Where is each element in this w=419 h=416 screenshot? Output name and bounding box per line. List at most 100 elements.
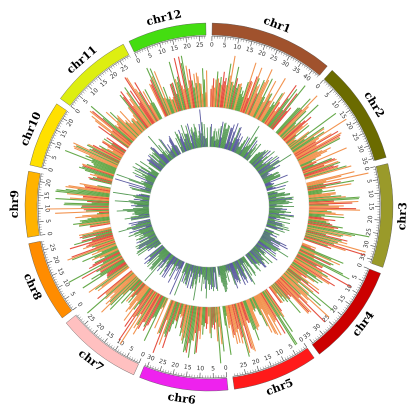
outer-bar [138, 287, 152, 305]
inner-bar [147, 241, 161, 252]
outer-bar [227, 81, 234, 109]
outer-bar [129, 122, 141, 135]
outer-bar [279, 277, 326, 323]
inner-bar [250, 249, 265, 264]
inner-bar [217, 266, 221, 276]
outer-bar [93, 165, 116, 174]
inner-bar [268, 213, 294, 218]
tick-label-chr3: 35 [359, 252, 368, 262]
outer-bar [295, 256, 323, 273]
inner-bar [116, 209, 150, 212]
outer-bar [131, 118, 144, 133]
minor-tick [306, 67, 308, 70]
outer-bar [68, 253, 122, 283]
major-tick [250, 41, 253, 47]
minor-tick [82, 91, 85, 94]
minor-tick [374, 240, 377, 242]
outer-bar [232, 83, 240, 110]
outer-bar [136, 286, 149, 302]
inner-bar [198, 266, 202, 278]
outer-bar [308, 217, 336, 222]
tick-label-chr12: 20 [183, 42, 192, 50]
outer-bar [137, 293, 160, 329]
inner-bar [164, 256, 176, 272]
outer-bar [284, 125, 303, 143]
outer-bar [203, 79, 206, 108]
outer-bar [273, 282, 287, 299]
outer-bar [86, 144, 121, 163]
outer-bar [275, 281, 289, 296]
major-tick [39, 181, 45, 183]
outer-bar [256, 294, 269, 315]
inner-bar [171, 256, 177, 265]
outer-histogram-track [46, 55, 370, 364]
outer-bar [289, 266, 302, 276]
minor-tick [361, 277, 365, 279]
outer-bar [82, 197, 110, 201]
tick-label-chr5: 5 [287, 343, 294, 351]
outer-bar [280, 122, 297, 138]
inner-bar [175, 145, 182, 155]
inner-bar [140, 188, 152, 193]
outer-bar [283, 120, 306, 141]
major-tick [88, 85, 93, 90]
outer-bar [300, 147, 347, 169]
outer-bar [267, 98, 289, 127]
outer-bar [245, 86, 259, 115]
tick-label-chr3: 10 [367, 190, 375, 198]
inner-bar [268, 212, 294, 217]
outer-bar [308, 198, 359, 202]
outer-bar [287, 139, 295, 146]
outer-bar [64, 202, 110, 205]
outer-bar [295, 132, 342, 159]
outer-bar [260, 106, 271, 122]
outer-bar [114, 124, 134, 142]
tick-label-chr10: 10 [54, 141, 63, 151]
outer-bar [87, 216, 110, 220]
minor-tick [250, 370, 251, 373]
outer-bar [118, 289, 154, 341]
outer-bar [139, 102, 155, 124]
minor-tick [44, 254, 48, 256]
outer-bar [181, 85, 188, 110]
outer-bar [294, 133, 332, 157]
outer-bar [116, 120, 137, 139]
outer-bar [81, 232, 113, 242]
outer-bar [261, 291, 297, 346]
outer-bar [301, 161, 317, 169]
outer-bar [277, 279, 310, 313]
inner-bar [140, 200, 150, 203]
inner-bar [134, 211, 150, 214]
tick-label-chr2: 20 [344, 121, 354, 131]
inner-bar [132, 171, 155, 183]
major-tick [352, 121, 358, 125]
minor-tick [292, 58, 295, 61]
outer-bar [281, 124, 296, 139]
inner-bar [243, 140, 258, 159]
outer-bar [106, 137, 127, 152]
outer-bar [252, 296, 268, 327]
inner-bar [162, 153, 170, 163]
minor-tick [359, 282, 363, 284]
outer-bar [174, 303, 183, 329]
outer-bar [191, 306, 197, 341]
outer-bar [126, 77, 156, 123]
inner-histogram-track [112, 109, 295, 301]
tick-label-chr5: 10 [275, 348, 285, 358]
outer-bar [77, 189, 110, 195]
major-tick [56, 129, 61, 133]
minor-tick [267, 364, 269, 368]
inner-bar [162, 151, 171, 162]
outer-bar [149, 104, 160, 121]
minor-tick [106, 69, 109, 73]
minor-tick [260, 367, 262, 370]
inner-bar [242, 136, 257, 158]
tick-label-chr8: 0 [76, 301, 84, 308]
outer-bar [92, 251, 120, 266]
inner-bar [225, 264, 230, 273]
inner-bar [252, 247, 262, 256]
outer-bar [285, 134, 297, 144]
outer-bar [97, 185, 111, 189]
outer-bar [217, 76, 222, 108]
outer-bar [179, 304, 188, 337]
